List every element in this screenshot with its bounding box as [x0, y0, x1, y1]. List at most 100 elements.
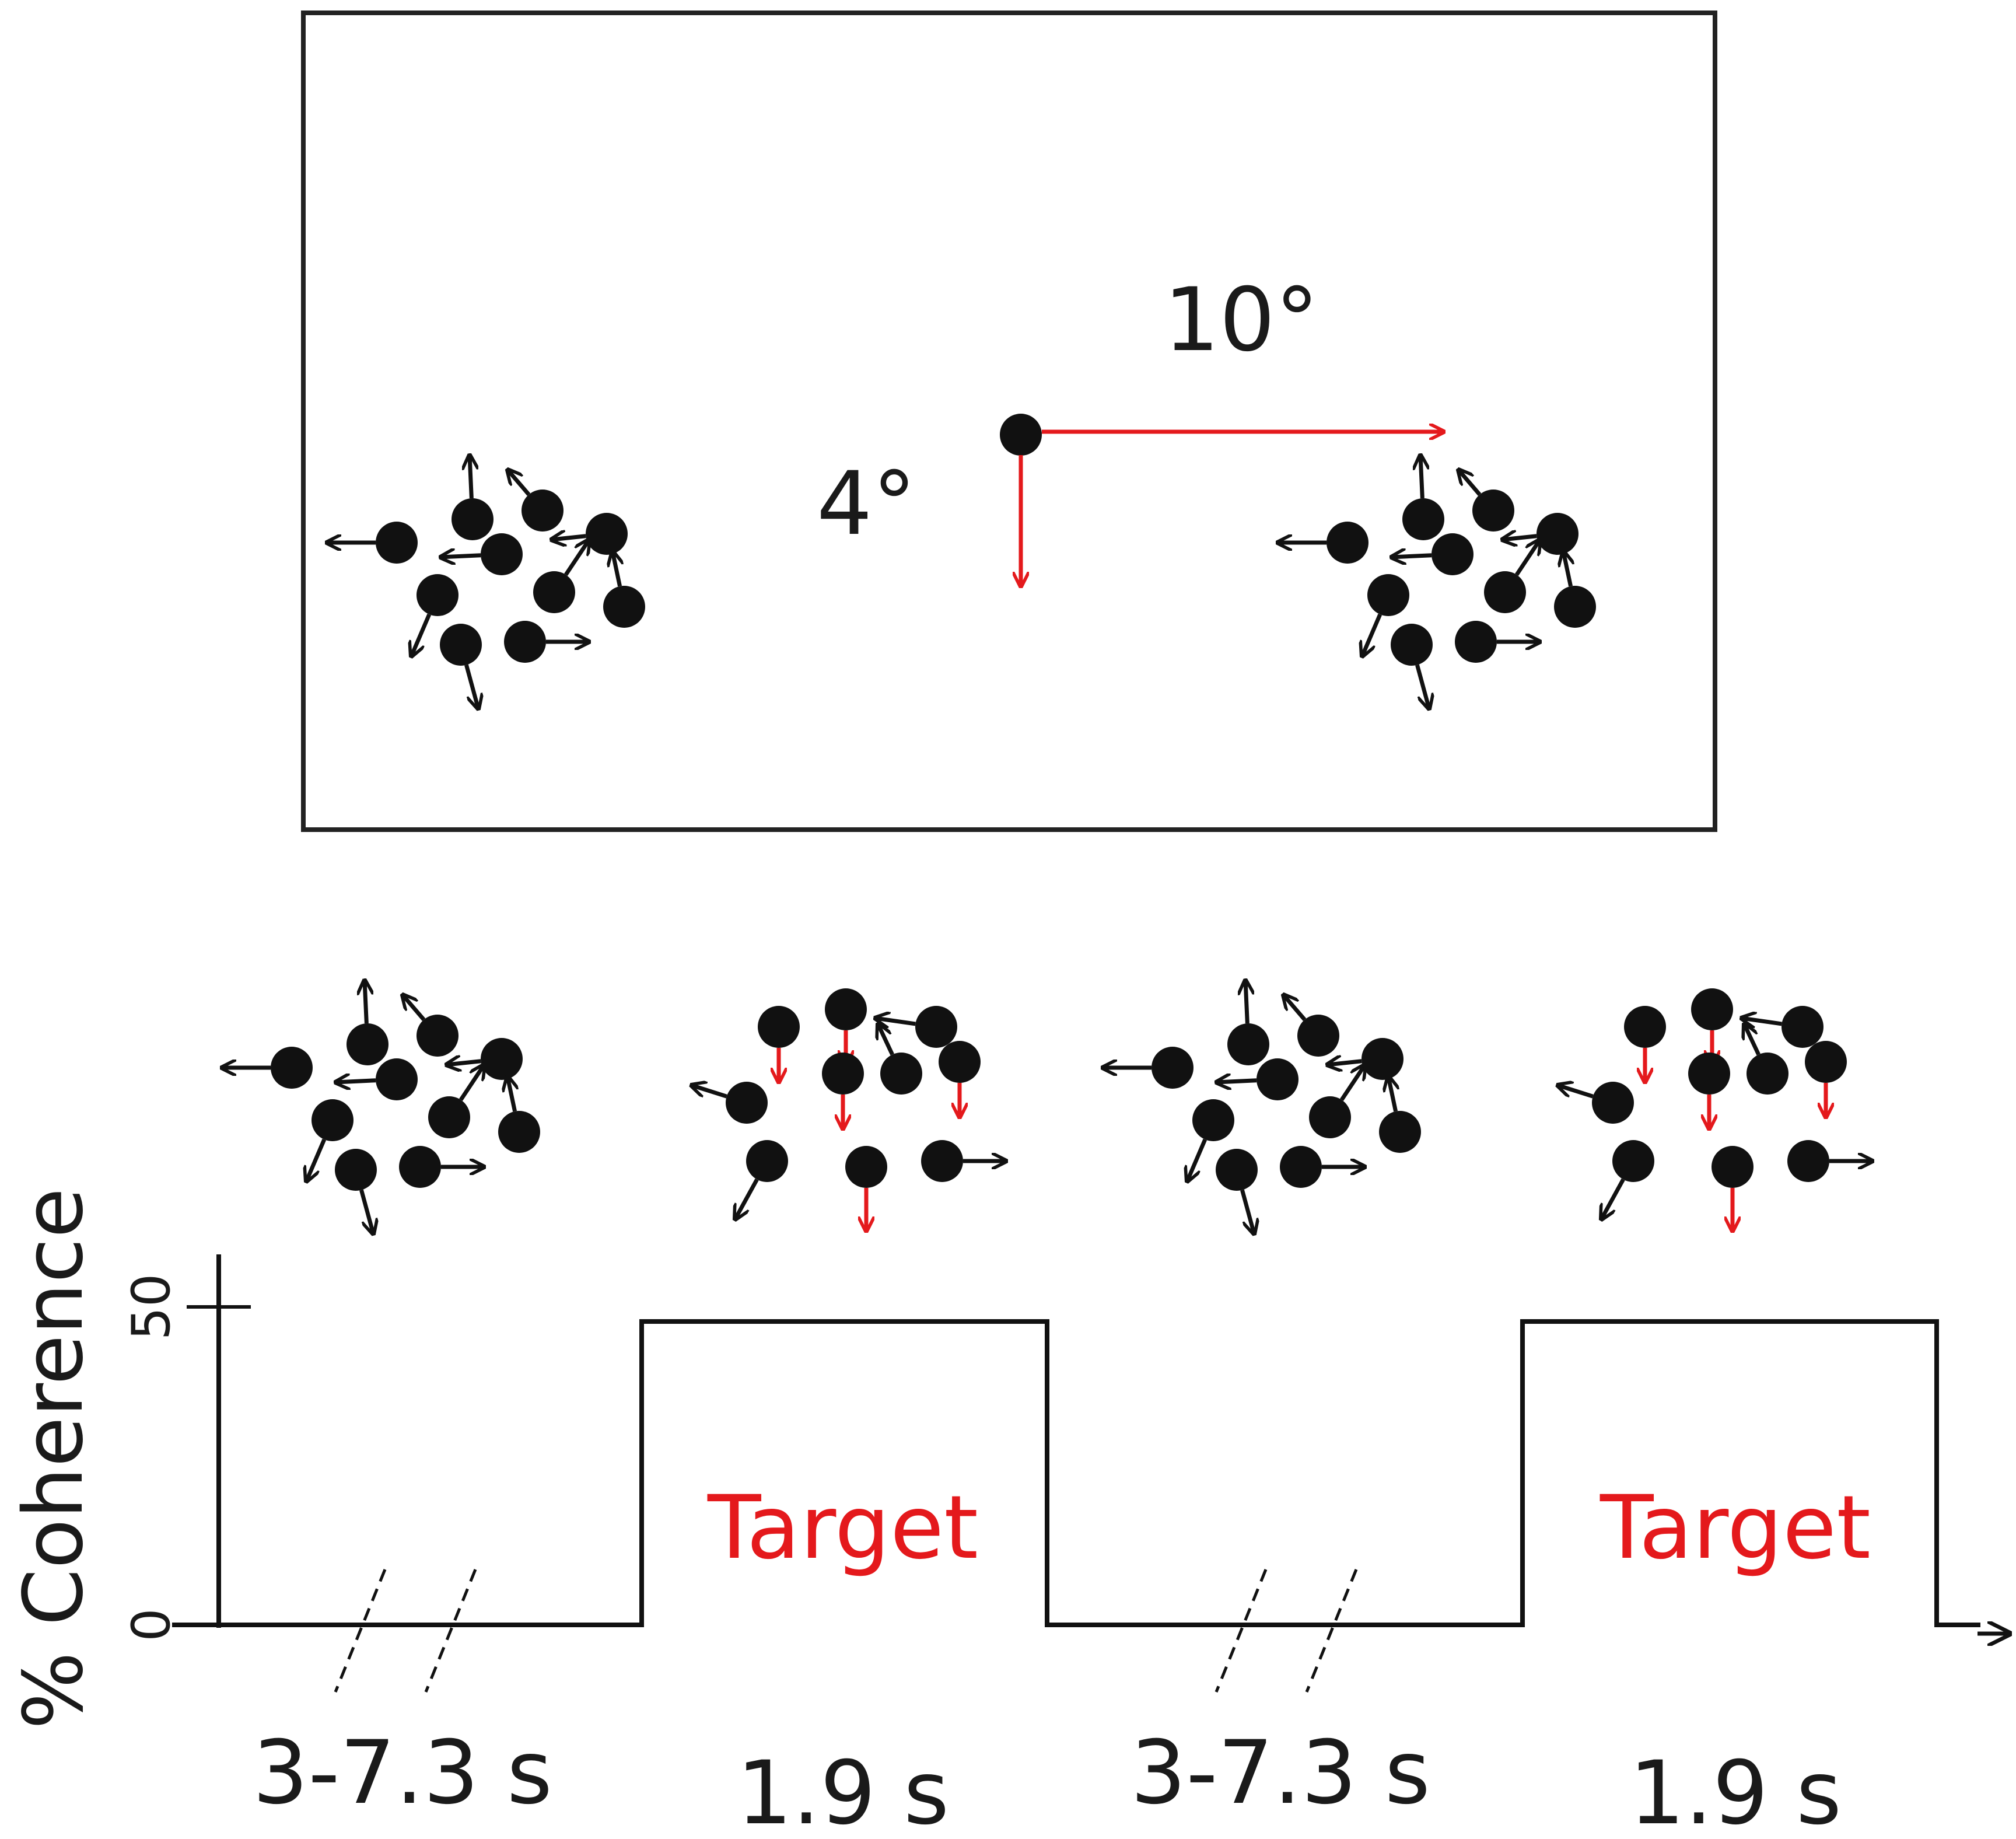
dot	[376, 522, 418, 564]
random-motion-arrow	[1563, 551, 1571, 587]
dot	[1391, 624, 1433, 666]
dot	[586, 513, 628, 555]
random-motion-arrow	[1327, 1061, 1362, 1065]
random-motion-arrow	[1391, 555, 1432, 557]
random-motion-arrow	[1362, 613, 1382, 656]
random-motion-arrow	[306, 1138, 327, 1181]
dot	[825, 988, 867, 1030]
dot	[428, 1096, 470, 1138]
dot	[1688, 1053, 1730, 1095]
dot	[746, 1140, 788, 1182]
dot	[603, 586, 645, 628]
axis-break-1	[334, 1569, 477, 1693]
dot	[1402, 498, 1444, 540]
cloud-target-1	[691, 988, 1006, 1231]
dot	[1432, 533, 1474, 575]
random-motion-arrow	[1741, 1018, 1782, 1024]
dot	[346, 1023, 388, 1065]
dot	[440, 624, 482, 666]
dot	[416, 1015, 459, 1057]
dot	[1484, 571, 1526, 613]
dot	[726, 1082, 768, 1124]
random-motion-arrow	[1744, 1024, 1760, 1055]
random-motion-arrow	[464, 664, 478, 709]
dot	[498, 1111, 540, 1153]
dot	[915, 1006, 957, 1048]
dot	[416, 574, 459, 616]
random-motion-arrow	[359, 1189, 373, 1234]
dot	[1455, 621, 1497, 663]
random-motion-arrow	[1502, 536, 1537, 540]
dot	[1362, 1038, 1404, 1080]
random-motion-arrow	[1340, 1065, 1365, 1101]
dot	[758, 1006, 800, 1048]
display-frame	[301, 11, 1717, 832]
coherence-timeline: 50 0 % Coherence Target Target 3-7.3 s 1…	[6, 1188, 2010, 1839]
random-motion-arrow	[1240, 1189, 1254, 1234]
dot	[1805, 1041, 1847, 1083]
dot	[481, 1038, 523, 1080]
dot	[533, 571, 575, 613]
dot	[1379, 1111, 1421, 1153]
coherence-trace	[172, 1319, 1980, 1627]
duration-label-2: 1.9 s	[737, 1743, 949, 1839]
dot	[452, 498, 494, 540]
random-motion-arrow	[691, 1085, 727, 1099]
y-axis-label: % Coherence	[6, 1188, 102, 1729]
random-motion-arrow	[1245, 980, 1247, 1024]
dot	[522, 490, 564, 532]
dot	[1787, 1140, 1829, 1182]
duration-label-1: 3-7.3 s	[253, 1722, 552, 1824]
random-motion-arrow	[564, 540, 589, 576]
dot	[481, 533, 523, 575]
random-motion-arrow	[508, 1076, 515, 1112]
eccentricity-label: 10°	[1164, 270, 1319, 371]
dot	[880, 1053, 922, 1095]
dot	[1297, 1015, 1339, 1057]
dot	[822, 1053, 864, 1095]
dot	[1592, 1082, 1634, 1124]
dot	[271, 1047, 313, 1089]
random-motion-arrow	[459, 1065, 484, 1101]
random-motion-arrow	[612, 551, 620, 587]
random-motion-arrow	[1515, 540, 1540, 576]
random-motion-arrow	[470, 455, 471, 499]
dot	[1309, 1096, 1351, 1138]
target-label-2: Target	[1600, 1477, 1871, 1579]
dot	[1746, 1053, 1788, 1095]
left-dot-cloud	[327, 455, 645, 709]
duration-label-3: 3-7.3 s	[1130, 1722, 1430, 1824]
random-motion-arrow	[875, 1018, 916, 1024]
dot	[1367, 574, 1409, 616]
dot	[1782, 1006, 1824, 1048]
dot	[504, 621, 546, 663]
dot	[1192, 1099, 1234, 1141]
axis-break-2	[1214, 1569, 1358, 1693]
random-motion-arrow	[878, 1024, 894, 1055]
dot	[939, 1041, 981, 1083]
dot	[399, 1146, 441, 1188]
dot	[1712, 1146, 1754, 1188]
random-motion-arrow	[1283, 995, 1307, 1021]
dot	[1624, 1006, 1666, 1048]
random-motion-arrow	[1558, 1085, 1594, 1099]
dot	[1612, 1140, 1654, 1182]
random-motion-arrow	[335, 1081, 376, 1082]
dot	[1256, 1058, 1298, 1100]
offset-label: 4°	[817, 453, 916, 555]
random-motion-arrow	[1601, 1178, 1625, 1219]
dot	[1280, 1146, 1322, 1188]
random-motion-arrow	[1388, 1076, 1396, 1112]
random-motion-arrow	[402, 995, 426, 1021]
random-motion-arrow	[1458, 470, 1482, 496]
fixation-dot	[1000, 414, 1042, 456]
dot	[376, 1058, 418, 1100]
cloud-target-2	[1558, 988, 1873, 1231]
dot	[921, 1140, 963, 1182]
cloud-baseline-2	[1102, 980, 1421, 1234]
dot	[1152, 1047, 1194, 1089]
random-motion-arrow	[440, 555, 481, 557]
random-motion-arrow	[446, 1061, 481, 1065]
dot	[845, 1146, 887, 1188]
